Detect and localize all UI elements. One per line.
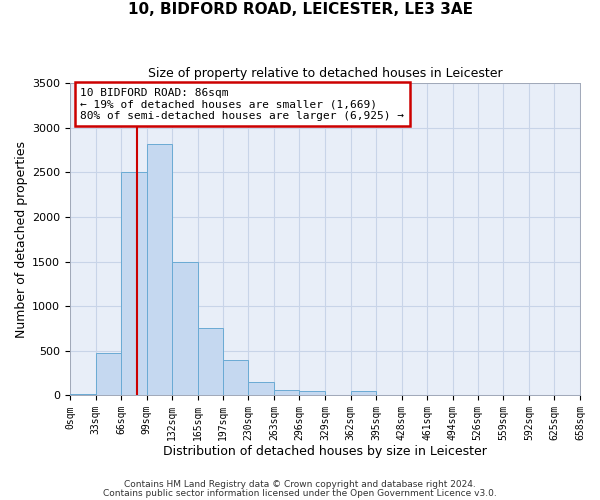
Text: 10, BIDFORD ROAD, LEICESTER, LE3 3AE: 10, BIDFORD ROAD, LEICESTER, LE3 3AE (128, 2, 473, 18)
Bar (350, 391, 376, 396)
Title: Size of property relative to detached houses in Leicester: Size of property relative to detached ho… (148, 68, 502, 80)
Bar (274, 390, 299, 396)
Text: Contains public sector information licensed under the Open Government Licence v3: Contains public sector information licen… (103, 489, 497, 498)
Bar (172, 262, 198, 396)
Bar (121, 172, 147, 396)
Bar (95, 352, 121, 396)
Bar (198, 328, 223, 396)
Text: 10 BIDFORD ROAD: 86sqm
← 19% of detached houses are smaller (1,669)
80% of semi-: 10 BIDFORD ROAD: 86sqm ← 19% of detached… (80, 88, 404, 121)
Y-axis label: Number of detached properties: Number of detached properties (15, 140, 28, 338)
Bar (299, 391, 325, 396)
Text: Contains HM Land Registry data © Crown copyright and database right 2024.: Contains HM Land Registry data © Crown c… (124, 480, 476, 489)
Bar (223, 360, 248, 396)
Bar (147, 144, 172, 396)
Bar (70, 394, 95, 396)
Bar (248, 382, 274, 396)
X-axis label: Distribution of detached houses by size in Leicester: Distribution of detached houses by size … (163, 444, 487, 458)
